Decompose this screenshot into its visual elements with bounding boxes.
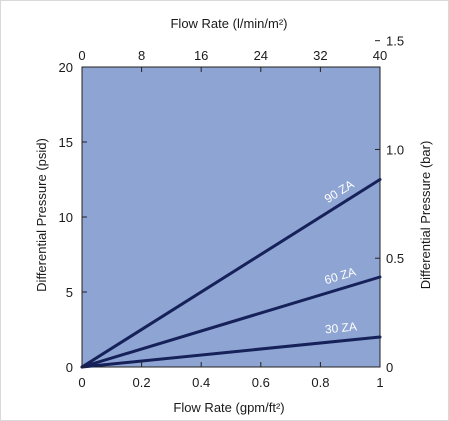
x2-tick-label: 32 [313, 48, 327, 63]
series-label: 30 ZA [324, 319, 357, 336]
x-tick-label: 0.6 [252, 375, 270, 390]
y-tick-label: 20 [59, 60, 73, 75]
y-tick-label: 5 [66, 285, 73, 300]
top-axis-title: Flow Rate (l/min/m²) [170, 16, 287, 31]
series-line [80, 178, 382, 369]
y2-tick-label: 0.5 [386, 251, 404, 266]
series-line [80, 275, 382, 369]
y2-tick-label: 1.0 [386, 142, 404, 157]
y2-tick-label: 1.5 [386, 34, 404, 49]
right-axis-title: Differential Pressure (bar) [418, 141, 433, 290]
left-axis-title: Differential Pressure (psid) [34, 138, 49, 292]
x-tick-label: 0 [78, 375, 85, 390]
x-tick-label: 0.8 [311, 375, 329, 390]
x2-tick-label: 16 [194, 48, 208, 63]
y2-tick-label: 0 [386, 360, 393, 375]
x2-tick-label: 8 [138, 48, 145, 63]
tick-layer: 0 0.2 0.4 0.6 0.8 10 8 16 24 32 400510152000.51.01… [59, 34, 405, 390]
bottom-axis-title: Flow Rate (gpm/ft²) [173, 400, 284, 415]
y-tick-label: 15 [59, 135, 73, 150]
plot-area [81, 66, 381, 368]
x2-tick-label: 24 [254, 48, 268, 63]
x-tick-label: 1 [376, 375, 383, 390]
x-tick-label: 0.4 [192, 375, 210, 390]
x-tick-label: 0.2 [133, 375, 151, 390]
series-line [80, 335, 382, 369]
y-tick-label: 0 [66, 360, 73, 375]
x2-tick-label: 0 [78, 48, 85, 63]
y-tick-label: 10 [59, 210, 73, 225]
x2-tick-label: 40 [373, 48, 387, 63]
